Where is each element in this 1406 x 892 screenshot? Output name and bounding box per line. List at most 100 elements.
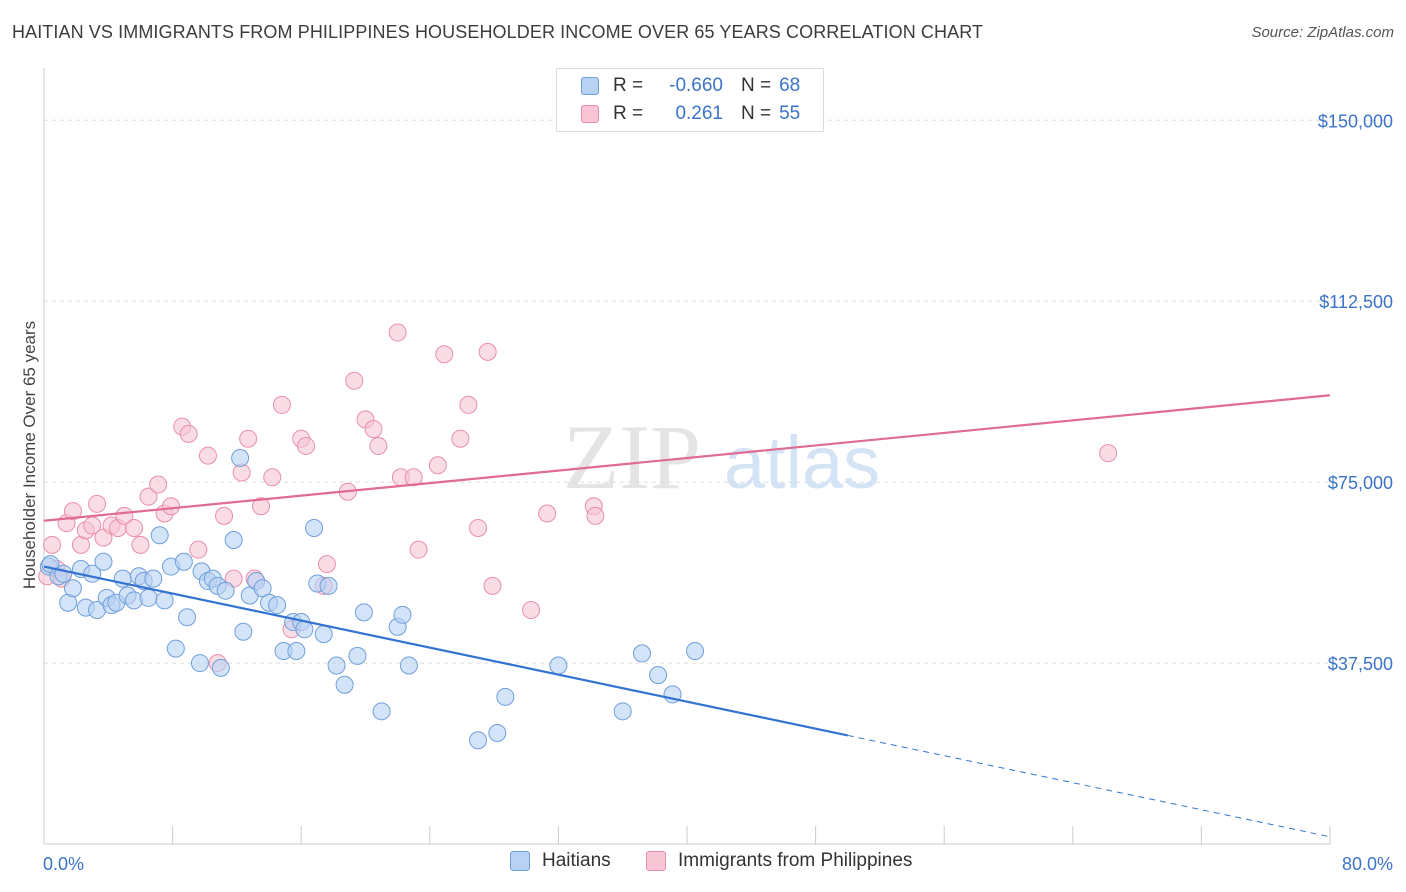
data-point-haitians (63, 579, 82, 598)
data-point-haitians (166, 639, 185, 658)
data-point-philippines (345, 371, 364, 390)
data-point-haitians (613, 702, 632, 721)
data-point-philippines (125, 518, 144, 537)
data-point-philippines (409, 540, 428, 559)
data-point-haitians (174, 552, 193, 571)
x-tick-label-max: 80.0% (1342, 854, 1393, 874)
data-point-philippines (131, 535, 150, 554)
y-tick-label: $75,000 (1328, 473, 1393, 493)
data-point-philippines (239, 429, 258, 448)
data-point-philippines (63, 502, 82, 521)
legend-label-haitians: Haitians (542, 850, 611, 871)
data-point-philippines (435, 345, 454, 364)
data-point-haitians (469, 731, 488, 750)
data-point-philippines (522, 600, 541, 619)
legend-row-philippines: R = 0.261 N = 55 (581, 101, 800, 127)
data-point-haitians (216, 581, 235, 600)
data-point-philippines (404, 468, 423, 487)
data-point-philippines (317, 555, 336, 574)
data-point-haitians (314, 625, 333, 644)
data-point-philippines (388, 323, 407, 342)
data-point-philippines (364, 420, 383, 439)
tick-labels: $37,500 $75,000 $112,500 $150,000 0.0% 80.0% (43, 111, 1393, 874)
data-point-haitians (287, 642, 306, 660)
legend-n-label: N = (741, 75, 772, 96)
legend-n-label: N = (741, 103, 772, 124)
data-point-haitians (150, 526, 169, 545)
legend-label-philippines: Immigrants from Philippines (678, 850, 913, 871)
y-axis-label: Householder Income Over 65 years (20, 320, 39, 590)
legend-n-value: 55 (779, 103, 801, 124)
legend-item-philippines[interactable]: Immigrants from Philippines (646, 850, 912, 872)
data-point-philippines (161, 497, 180, 516)
data-point-haitians (399, 656, 418, 675)
legend-swatch-philippines (646, 851, 666, 871)
data-point-philippines (297, 436, 316, 455)
data-point-philippines (198, 446, 217, 465)
legend-r-value: -0.660 (669, 75, 723, 96)
legend-n-value: 68 (779, 75, 801, 96)
legend-r-label: R = (613, 103, 644, 124)
data-point-philippines (215, 506, 234, 525)
data-point-philippines (139, 487, 158, 506)
data-point-haitians (327, 656, 346, 675)
series-legend: Haitians Immigrants from Philippines (0, 850, 1406, 878)
data-point-haitians (54, 564, 73, 583)
data-point-haitians (268, 596, 287, 615)
data-point-haitians (319, 576, 338, 595)
data-point-haitians (335, 675, 354, 694)
x-tick-label-min: 0.0% (43, 854, 84, 874)
data-point-haitians (305, 518, 324, 537)
data-point-philippines (538, 504, 557, 523)
axes (43, 68, 1331, 845)
data-point-philippines (43, 535, 62, 554)
y-tick-label: $37,500 (1328, 654, 1393, 674)
data-point-philippines (252, 497, 271, 516)
series-haitians-points (39, 449, 705, 750)
watermark-zip: ZIP (563, 406, 701, 508)
data-point-haitians (393, 605, 412, 624)
chart-title: HAITIAN VS IMMIGRANTS FROM PHILIPPINES H… (12, 22, 984, 42)
data-point-philippines (428, 456, 447, 475)
data-point-haitians (144, 569, 163, 588)
data-point-haitians (234, 622, 253, 641)
data-point-haitians (231, 449, 250, 467)
legend-item-haitians[interactable]: Haitians (510, 850, 611, 872)
data-point-haitians (488, 724, 507, 743)
data-point-haitians (348, 646, 367, 665)
series-philippines-points (38, 323, 1118, 673)
trend-lines (43, 394, 1331, 838)
correlation-legend: R = -0.660 N = 68 R = 0.261 N = 55 (556, 68, 824, 132)
data-point-philippines (263, 468, 282, 487)
legend-r-label: R = (613, 75, 644, 96)
watermark: ZIP atlas (563, 406, 880, 508)
data-point-haitians (372, 702, 391, 721)
data-point-philippines (369, 436, 388, 455)
source-label: Source: ZipAtlas.com (1251, 24, 1394, 41)
legend-swatch-pink (581, 105, 599, 123)
data-point-philippines (483, 576, 502, 595)
data-point-philippines (88, 494, 107, 513)
trend-line-philippines (43, 394, 1331, 522)
legend-row-haitians: R = -0.660 N = 68 (581, 73, 800, 99)
data-point-haitians (139, 588, 158, 607)
legend-swatch-haitians (510, 851, 530, 871)
trend-line-haitians (43, 565, 848, 737)
data-point-haitians (155, 591, 174, 610)
data-point-haitians (549, 656, 568, 675)
data-point-philippines (451, 429, 470, 448)
data-point-haitians (190, 654, 209, 673)
data-point-philippines (149, 475, 168, 494)
data-point-haitians (94, 552, 113, 571)
legend-swatch-blue (581, 77, 599, 95)
data-point-haitians (686, 642, 705, 660)
trend-line-haitians-extension (847, 734, 1331, 838)
data-point-haitians (178, 608, 197, 627)
data-point-philippines (1099, 444, 1118, 463)
data-point-haitians (211, 658, 230, 677)
data-point-philippines (478, 342, 497, 361)
data-point-haitians (354, 603, 373, 622)
data-point-haitians (496, 687, 515, 706)
data-point-philippines (189, 540, 208, 559)
data-point-philippines (469, 518, 488, 537)
